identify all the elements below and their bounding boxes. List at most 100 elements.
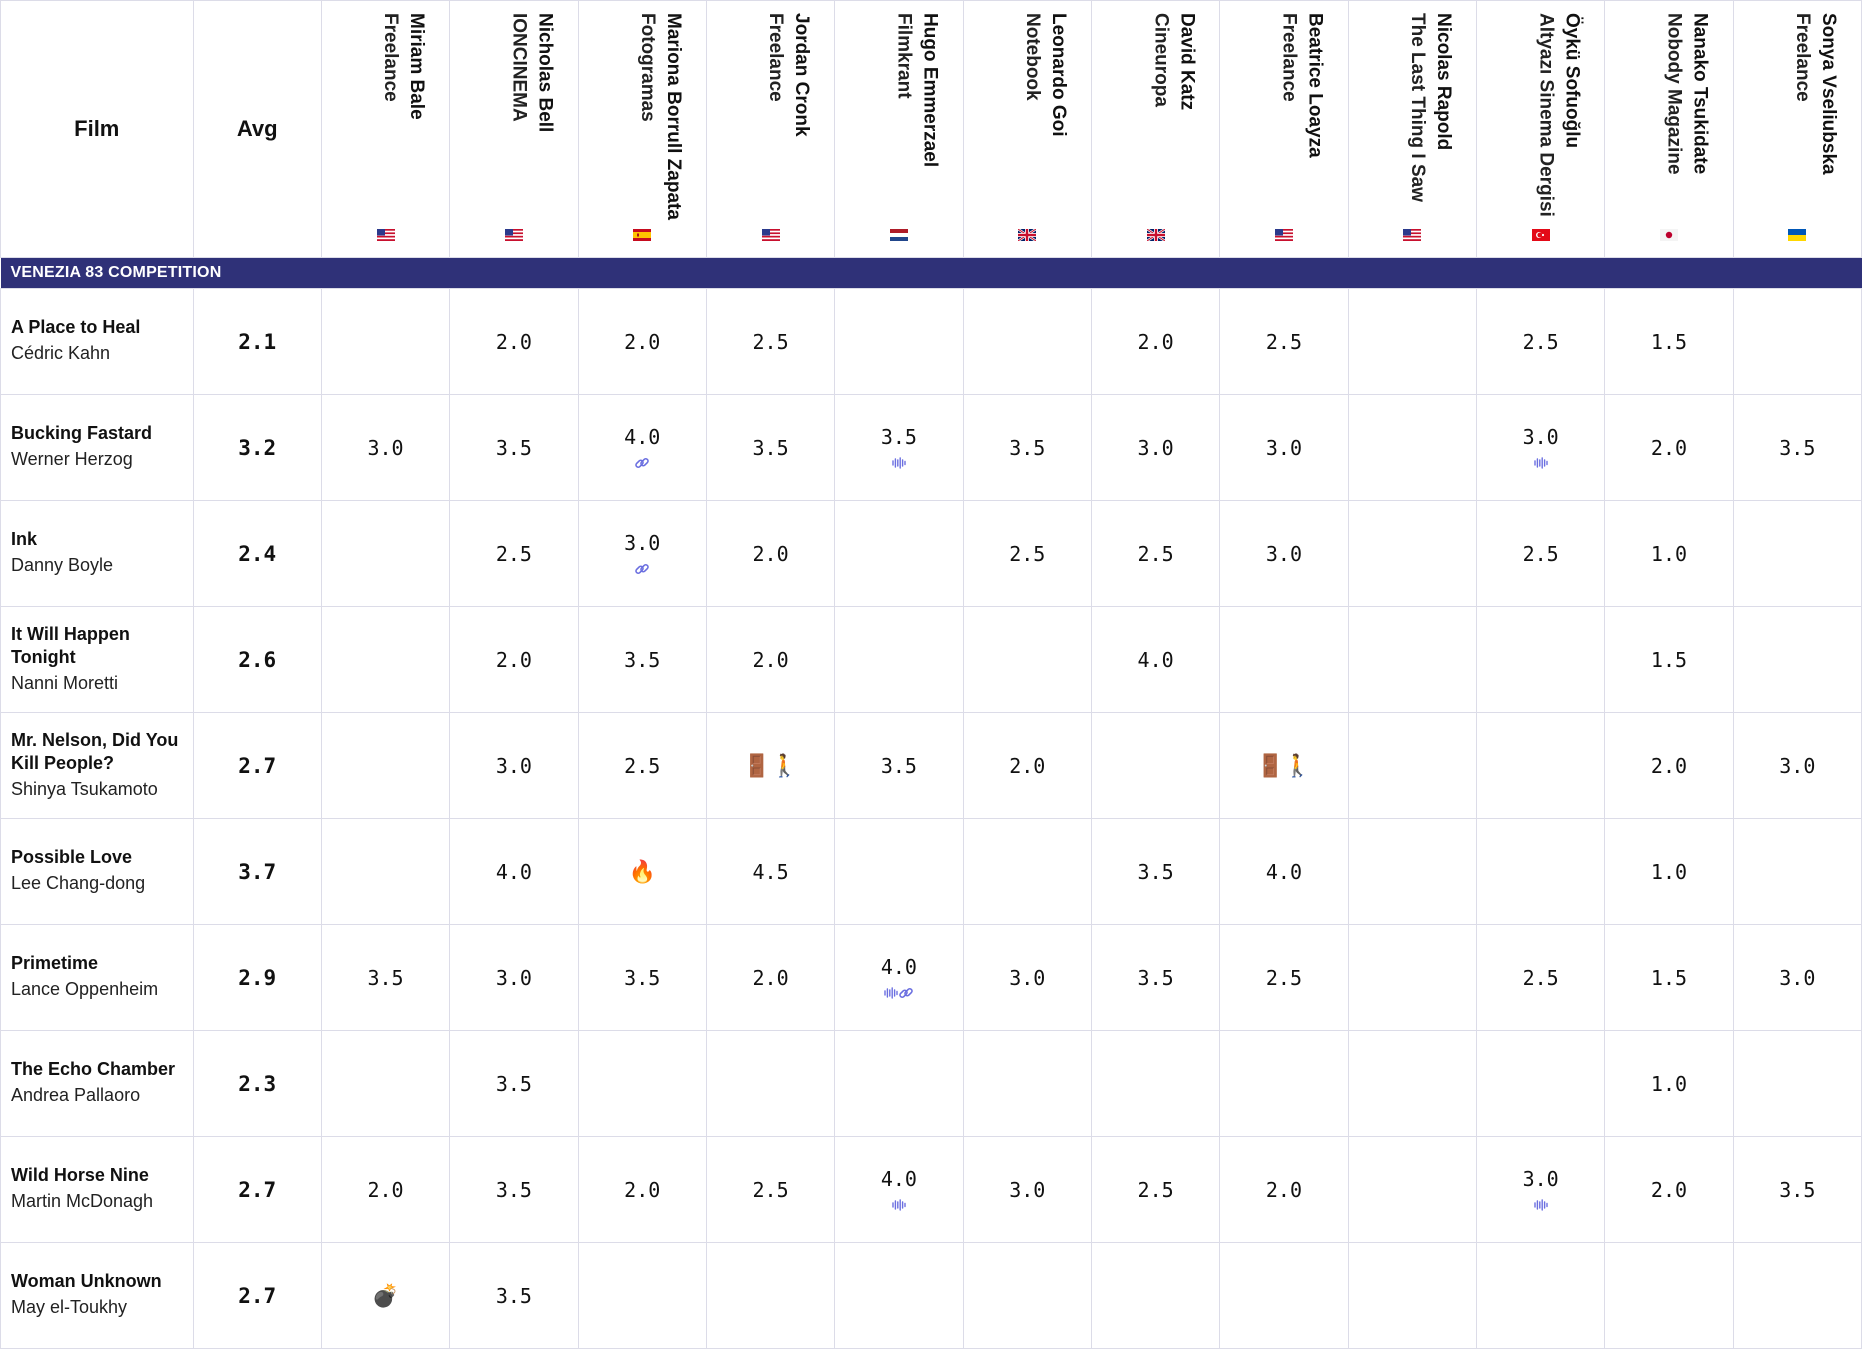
score-value: 4.0 [624, 424, 661, 449]
film-cell[interactable]: Wild Horse Nine Martin McDonagh [0, 1136, 194, 1243]
score-value: 3.0 [1009, 1177, 1046, 1202]
flag-gb-icon [1146, 229, 1165, 241]
critic-column-header[interactable]: Nanako Tsukidate Nobody Magazine [1604, 0, 1734, 258]
flag-es-icon [633, 229, 652, 241]
critic-header-content: Leonardo Goi Notebook [964, 1, 1091, 257]
critic-column-header[interactable]: David Katz Cineuropa [1090, 0, 1221, 258]
score-cell: 3.5 [1732, 394, 1862, 501]
score-cell: 2.5 [705, 288, 836, 395]
score-cell: 1.5 [1604, 606, 1734, 713]
score-value: 1.5 [1650, 647, 1688, 672]
film-cell[interactable]: Possible Love Lee Chang-dong [0, 818, 194, 925]
score-cell: 2.5 [577, 712, 707, 819]
table-row: Possible Love Lee Chang-dong 3.7 4.0 🔥 4.5 3.5… [0, 818, 1862, 925]
critic-header-content: Sonya Vseliubska Freelance [1734, 1, 1861, 257]
table-row: Primetime Lance Oppenheim 2.9 3.5 3.0 3.5 2.0 4… [0, 924, 1862, 1031]
score-cell: 1.0 [1604, 500, 1734, 607]
link-icon[interactable] [898, 984, 914, 1000]
audio-wave-icon[interactable] [892, 454, 906, 470]
score-cell [834, 1242, 964, 1349]
score-cell [1090, 712, 1221, 819]
film-title: Woman Unknown [11, 1271, 162, 1291]
film-cell[interactable]: Bucking Fastard Werner Herzog [0, 394, 194, 501]
film-column-header[interactable]: Film [0, 0, 194, 258]
section-label: VENEZIA 83 COMPETITION [0, 257, 1862, 289]
critic-column-header[interactable]: Mariona Borrull Zapata Fotogramas [577, 0, 707, 258]
score-value: 2.5 [1522, 541, 1559, 566]
link-icon[interactable] [634, 454, 650, 470]
film-director: Lance Oppenheim [11, 979, 159, 999]
header-row: Film Avg Miriam Bale Freelance Nicholas Be… [0, 0, 1862, 258]
film-director: Andrea Pallaoro [11, 1085, 141, 1105]
critic-column-header[interactable]: Jordan Cronk Freelance [705, 0, 836, 258]
score-value: 2.5 [1137, 1177, 1174, 1202]
score-value: 2.5 [1265, 329, 1302, 354]
score-cell [834, 288, 964, 395]
critic-column-header[interactable]: Miriam Bale Freelance [320, 0, 451, 258]
film-cell[interactable]: It Will Happen Tonight Nanni Moretti [0, 606, 194, 713]
critic-column-header[interactable]: Nicolas Rapold The Last Thing I Saw [1347, 0, 1477, 258]
score-value: 3.5 [624, 647, 661, 672]
film-cell[interactable]: A Place to Heal Cédric Kahn [0, 288, 194, 395]
score-cell: 3.0 [449, 924, 579, 1031]
critic-outlet: Freelance [1792, 13, 1813, 102]
critic-column-header[interactable]: Hugo Emmerzael Filmkrant [834, 0, 964, 258]
score-cell: 3.5 [962, 394, 1092, 501]
score-cell [962, 1030, 1092, 1137]
film-cell[interactable]: Ink Danny Boyle [0, 500, 194, 607]
score-emoji: 🔥 [628, 858, 656, 884]
critic-name: Nanako Tsukidate [1689, 13, 1711, 175]
score-cell: 2.5 [1090, 500, 1221, 607]
critic-header-content: Öykü Sofuoğlu Altyazı Sinema Dergisi [1477, 1, 1604, 257]
critic-name: Sonya Vseliubska [1818, 13, 1839, 175]
score-value: 3.5 [495, 1177, 532, 1202]
film-cell[interactable]: Primetime Lance Oppenheim [0, 924, 194, 1031]
score-cell: 2.5 [705, 1136, 836, 1243]
score-cell: 🚪🚶 [705, 712, 836, 819]
section-header-row: VENEZIA 83 COMPETITION [0, 257, 1862, 289]
score-value: 4.0 [880, 954, 917, 979]
audio-wave-icon[interactable] [884, 984, 898, 1000]
score-cell: 3.5 [1732, 1136, 1862, 1243]
film-cell[interactable]: Mr. Nelson, Did You Kill People? Shinya T… [0, 712, 194, 819]
score-cell: 2.0 [320, 1136, 451, 1243]
score-value: 3.5 [495, 1071, 532, 1096]
film-director: Lee Chang-dong [11, 873, 146, 893]
critic-outlet: Cineuropa [1150, 13, 1172, 107]
audio-wave-icon[interactable] [1533, 1196, 1548, 1212]
score-cell: 🔥 [577, 818, 707, 925]
critic-column-header[interactable]: Sonya Vseliubska Freelance [1732, 0, 1862, 258]
score-cell: 4.0 [577, 394, 707, 501]
audio-wave-icon[interactable] [1533, 454, 1548, 470]
film-cell[interactable]: Woman Unknown May el-Toukhy [0, 1242, 194, 1349]
critic-label: Sonya Vseliubska Freelance [1789, 13, 1841, 175]
score-cell [1347, 924, 1477, 1031]
score-cell [962, 818, 1092, 925]
critic-column-header[interactable]: Öykü Sofuoğlu Altyazı Sinema Dergisi [1475, 0, 1606, 258]
film-title: A Place to Heal [11, 317, 141, 337]
critic-column-header[interactable]: Leonardo Goi Notebook [962, 0, 1092, 258]
avg-score: 2.6 [192, 606, 322, 713]
critic-label: Beatrice Loayza Freelance [1276, 13, 1328, 158]
score-cell: 3.5 [449, 1136, 579, 1243]
critic-header-content: Hugo Emmerzael Filmkrant [835, 1, 962, 257]
score-value: 4.0 [495, 859, 532, 884]
link-icon[interactable] [634, 560, 650, 576]
critic-name: Mariona Borrull Zapata [662, 13, 684, 220]
audio-wave-icon[interactable] [892, 1196, 906, 1212]
critic-column-header[interactable]: Nicholas Bell IONCINEMA [449, 0, 579, 258]
film-cell[interactable]: The Echo Chamber Andrea Pallaoro [0, 1030, 194, 1137]
critic-header-content: Beatrice Loayza Freelance [1220, 1, 1347, 257]
avg-column-header[interactable]: Avg [192, 0, 322, 258]
score-cell: 3.5 [577, 606, 707, 713]
score-cell [1732, 818, 1862, 925]
score-value: 2.0 [752, 965, 789, 990]
critic-column-header[interactable]: Beatrice Loayza Freelance [1219, 0, 1349, 258]
critic-label: Öykü Sofuoğlu Altyazı Sinema Dergisi [1532, 13, 1584, 217]
flag-tr-icon [1531, 229, 1550, 241]
score-value: 3.0 [1522, 1166, 1559, 1191]
film-title: Possible Love [11, 847, 133, 867]
critic-label: David Katz Cineuropa [1147, 13, 1199, 110]
table-row: Woman Unknown May el-Toukhy 2.7 💣 3.5 [0, 1242, 1862, 1349]
critic-label: Mariona Borrull Zapata Fotogramas [634, 13, 686, 220]
